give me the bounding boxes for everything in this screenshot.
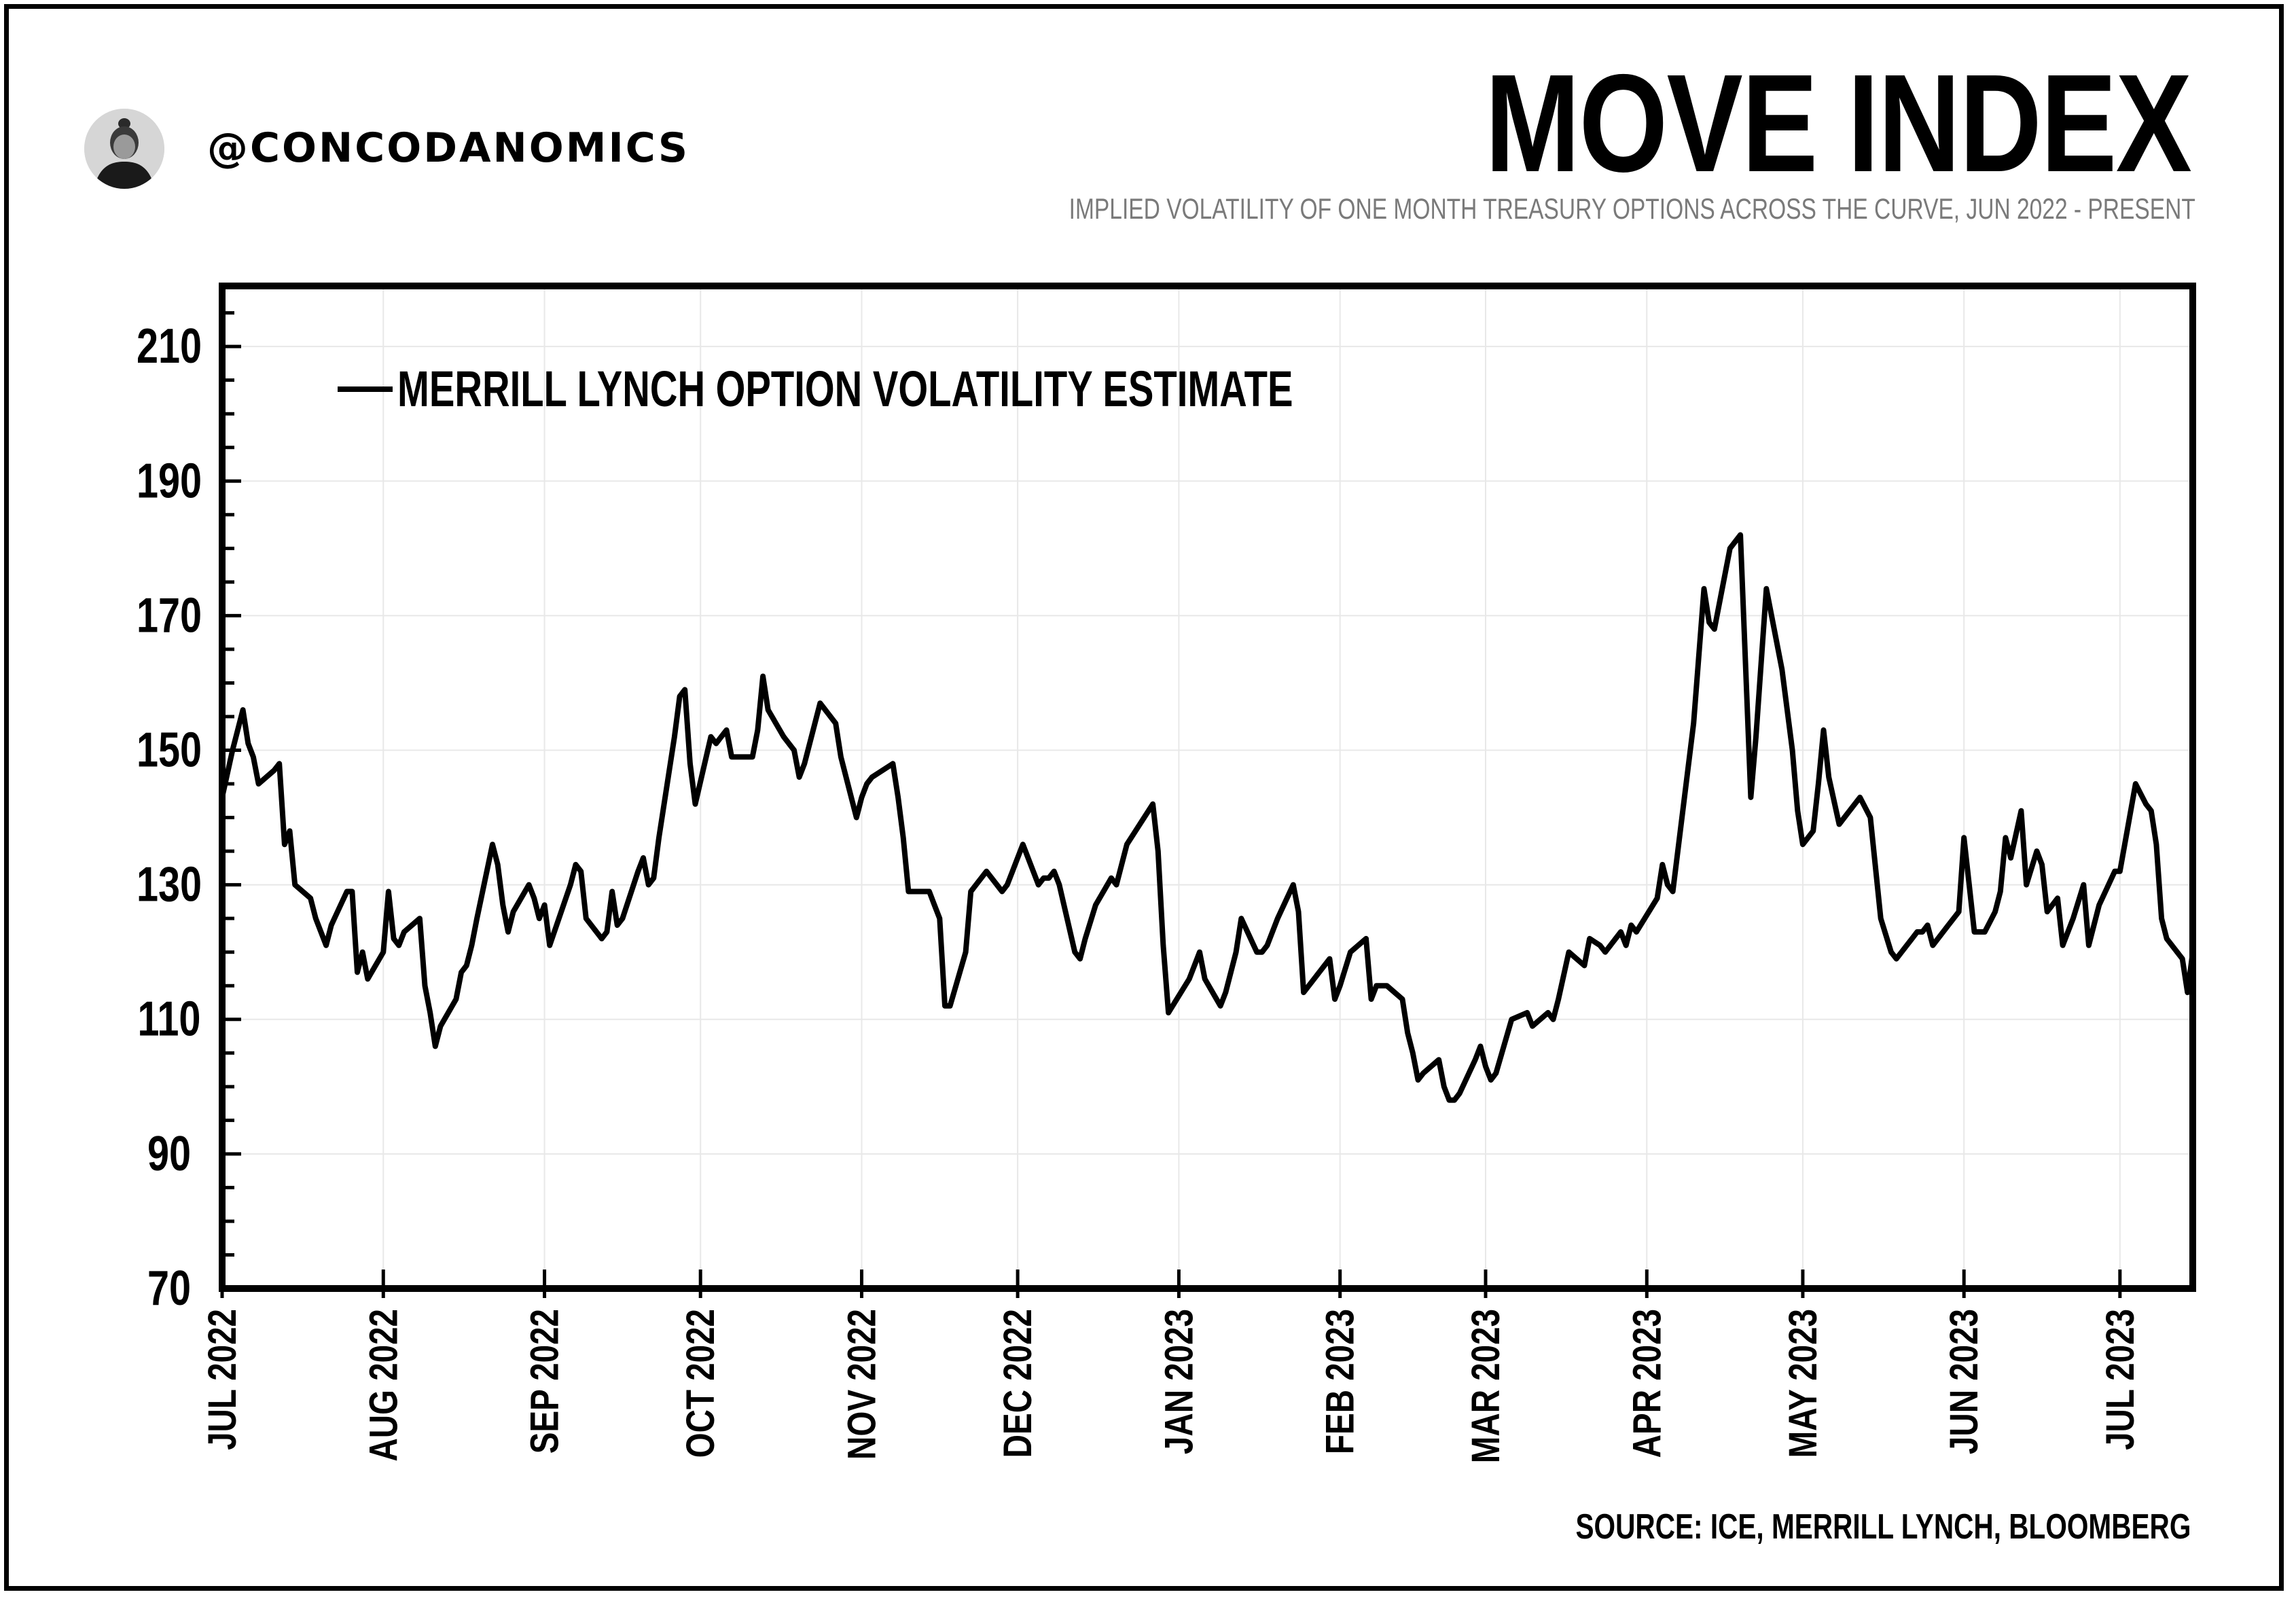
y-tick-label: 150 <box>137 722 202 777</box>
page-subtitle: IMPLIED VOLATILITY OF ONE MONTH TREASURY… <box>1069 193 2195 226</box>
source-note: SOURCE: ICE, MERRILL LYNCH, BLOOMBERG <box>1575 1507 2191 1547</box>
x-tick-label: JUL 2023 <box>2098 1309 2142 1450</box>
author-handle[interactable]: @CONCODANOMICS <box>207 124 690 172</box>
x-tick-label: JAN 2023 <box>1158 1309 1202 1454</box>
legend-label: MERRILL LYNCH OPTION VOLATILITY ESTIMATE <box>397 361 1293 417</box>
outer-frame <box>4 4 2284 1591</box>
x-tick-label: MAR 2023 <box>1465 1309 1509 1463</box>
x-tick-label: MAY 2023 <box>1782 1309 1826 1458</box>
author-avatar-icon <box>84 109 164 189</box>
x-tick-label: JUL 2022 <box>201 1309 245 1450</box>
x-tick-label: AUG 2022 <box>362 1309 406 1462</box>
y-tick-label: 130 <box>137 857 202 912</box>
y-tick-label: 210 <box>137 319 202 374</box>
y-tick-label: 170 <box>137 588 202 643</box>
x-tick-label: SEP 2022 <box>523 1309 567 1454</box>
y-tick-label: 110 <box>138 992 201 1047</box>
y-tick-label: 70 <box>147 1261 191 1316</box>
page-title: MOVE INDEX <box>1484 46 2192 201</box>
x-tick-label: NOV 2022 <box>840 1309 884 1460</box>
series-line <box>219 532 2195 1103</box>
plot-border <box>219 283 2196 1292</box>
person-silhouette-icon <box>84 109 164 189</box>
x-tick-label: JUN 2023 <box>1943 1309 1987 1454</box>
y-tick-label: 190 <box>137 453 202 508</box>
x-tick-label: APR 2023 <box>1626 1309 1670 1458</box>
x-tick-label: FEB 2023 <box>1319 1309 1363 1454</box>
y-tick-label: 90 <box>147 1126 191 1181</box>
x-tick-label: OCT 2022 <box>679 1309 723 1458</box>
x-tick-label: DEC 2022 <box>997 1309 1041 1458</box>
